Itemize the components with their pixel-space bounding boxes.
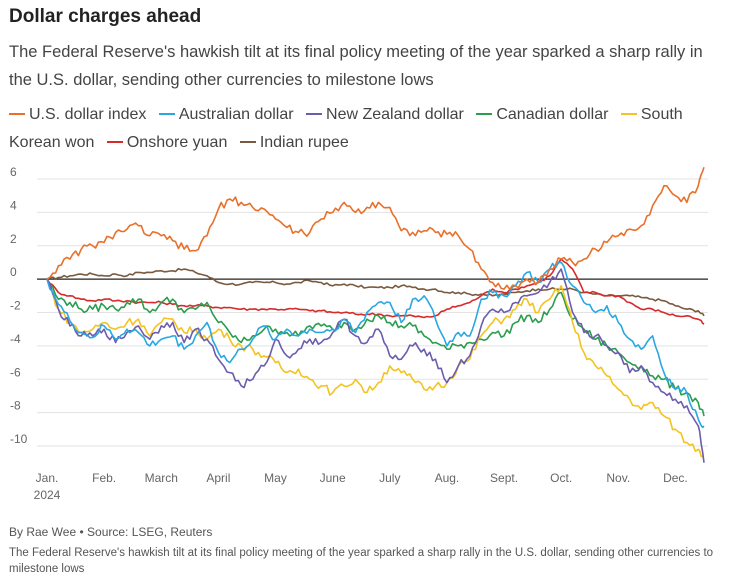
x-tick-sublabel: 2024 (34, 488, 61, 502)
byline: By Rae Wee • Source: LSEG, Reuters (9, 525, 213, 539)
legend-item: Indian rupee (239, 134, 357, 151)
legend-label: Canadian dollar (496, 106, 609, 123)
x-tick-label: Oct. (550, 471, 572, 485)
y-tick-label: -8 (10, 399, 21, 413)
legend-label: Onshore yuan (126, 134, 228, 151)
legend-item: Australian dollar (158, 106, 302, 123)
series-line-u-s-dollar-index (46, 167, 705, 291)
x-tick-label: Nov. (606, 471, 630, 485)
series-line-south-korean-won (46, 278, 705, 458)
y-tick-label: -6 (10, 365, 21, 379)
legend-item: New Zealand dollar (306, 106, 472, 123)
x-tick-label: Aug. (435, 471, 460, 485)
legend-swatch (106, 140, 123, 143)
legend-swatch (158, 112, 175, 115)
y-tick-label: -2 (10, 299, 21, 313)
legend-swatch (239, 140, 256, 143)
x-tick-label: April (206, 471, 230, 485)
x-tick-label: Sept. (490, 471, 518, 485)
caption: The Federal Reserve's hawkish tilt at it… (9, 547, 714, 575)
legend-item: U.S. dollar index (9, 106, 154, 123)
y-tick-label: 4 (10, 198, 17, 212)
x-tick-label: March (145, 471, 178, 485)
legend-item: South Korean won (9, 106, 683, 151)
legend-label: U.S. dollar index (29, 106, 147, 123)
legend-swatch (620, 112, 637, 115)
x-tick-label: Jan. (36, 471, 59, 485)
legend-swatch (306, 112, 323, 115)
line-chart: 6 4 2 0 -2 -4 -6 -8 -10 Jan. 2024 Feb. March April May… (10, 165, 708, 502)
legend-label: Australian dollar (178, 106, 294, 123)
legend-item: Onshore yuan (106, 134, 236, 151)
x-tick-label: July (379, 471, 400, 485)
series-line-onshore-yuan (46, 258, 705, 325)
legend-label: South Korean won (9, 106, 683, 151)
chart-title: Dollar charges ahead (9, 6, 202, 27)
x-tick-label: Dec. (663, 471, 688, 485)
legend-item: Canadian dollar (476, 106, 616, 123)
y-tick-label: 2 (10, 232, 17, 246)
x-tick-label: May (264, 471, 287, 485)
x-tick-label: June (320, 471, 346, 485)
chart-legend: U.S. dollar index Australian dollar New … (9, 101, 729, 157)
y-tick-label: -4 (10, 332, 21, 346)
legend-label: New Zealand dollar (326, 106, 464, 123)
x-tick-label: Feb. (92, 471, 116, 485)
legend-swatch (9, 112, 25, 115)
series-line-australian-dollar (46, 261, 705, 429)
chart-subtitle: The Federal Reserve's hawkish tilt at it… (9, 43, 703, 89)
y-tick-label: -10 (10, 432, 28, 446)
legend-label: Indian rupee (259, 134, 349, 151)
series-line-canadian-dollar (46, 278, 705, 417)
legend-swatch (476, 112, 493, 115)
y-tick-label: 0 (10, 265, 17, 279)
series-line-new-zealand-dollar (46, 268, 705, 463)
y-tick-label: 6 (10, 165, 17, 179)
